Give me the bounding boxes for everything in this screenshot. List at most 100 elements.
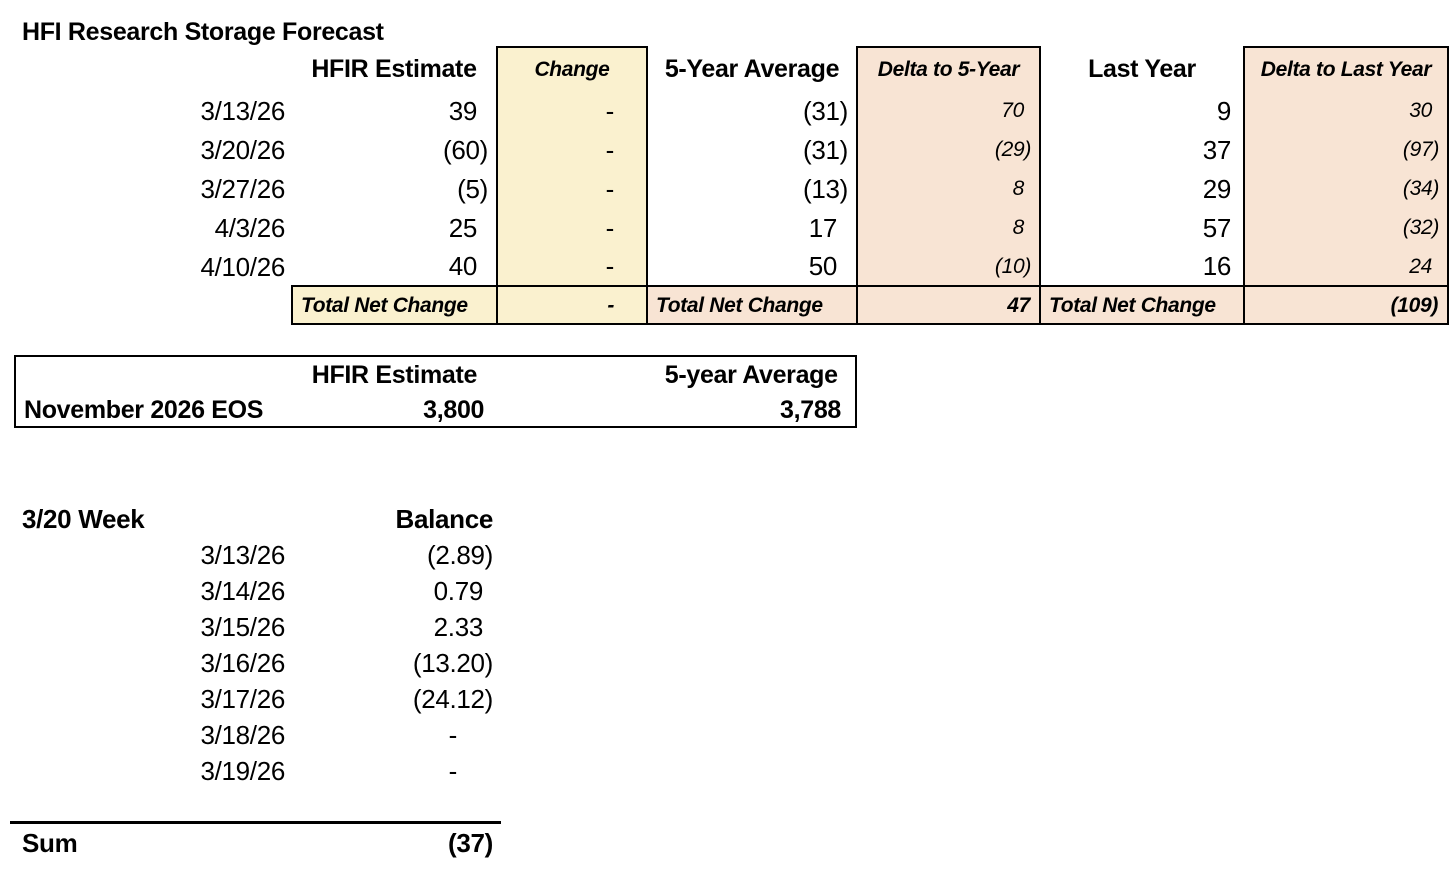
week-balance-table: 3/20 Week Balance 3/13/26 (2.89) 3/14/26… [8, 501, 501, 789]
date-cell: 3/16/26 [200, 648, 285, 678]
five-year-average-cell: (31) [803, 95, 848, 126]
col-header-last-year: Last Year [1088, 54, 1196, 83]
date-cell: 3/18/26 [200, 720, 285, 750]
spacer-cell [8, 286, 292, 324]
date-cell: 4/10/26 [200, 251, 285, 282]
change-cell: - [496, 169, 648, 208]
sum-row: Sum (37) [8, 827, 501, 859]
sum-label: Sum [22, 828, 78, 858]
col-header-hfir-estimate: HFIR Estimate [311, 54, 477, 83]
forecast-row: 3/27/26 (5) - (13) 8 29 (34) [8, 169, 1449, 208]
balance-cell: (13.20) [412, 648, 493, 678]
hfir-estimate-cell: 25 [448, 212, 478, 243]
last-year-cell: 57 [1202, 212, 1232, 243]
delta-to-last-year-cell: (32) [1243, 208, 1449, 247]
balance-cell: (2.89) [427, 540, 493, 570]
forecast-row: 4/3/26 25 - 17 8 57 (32) [8, 208, 1449, 247]
delta-to-5-year-cell: (29) [856, 130, 1041, 169]
five-year-average-cell: (31) [803, 134, 848, 165]
forecast-row: 4/10/26 40 - 50 (10) 16 24 [8, 247, 1449, 286]
change-cell: - [496, 247, 648, 286]
eos-header-5-year-average: 5-year Average [664, 361, 838, 389]
last-year-cell: 29 [1202, 173, 1232, 204]
week-row: 3/17/26 (24.12) [8, 681, 501, 717]
total-net-change-label-5-year: Total Net Change [647, 285, 857, 325]
total-net-change-value-change: - [496, 285, 648, 325]
forecast-row: 3/20/26 (60) - (31) (29) 37 (97) [8, 130, 1449, 169]
spacer-cell [497, 394, 647, 427]
last-year-cell: 9 [1216, 95, 1231, 126]
spacer-cell [15, 356, 292, 394]
spacer-cell [8, 47, 292, 91]
col-header-delta-to-5-year: Delta to 5-Year [856, 46, 1041, 91]
week-header-row: 3/20 Week Balance [8, 501, 501, 537]
eos-hfir-value: 3,800 [423, 395, 485, 424]
eos-row-label: November 2026 EOS [24, 395, 264, 424]
delta-to-5-year-cell: 70 [856, 91, 1041, 130]
col-header-5-year-average: 5-Year Average [664, 54, 840, 83]
eos-data-row: November 2026 EOS 3,800 3,788 [15, 394, 856, 427]
date-cell: 3/13/26 [200, 95, 285, 126]
spacer-cell [497, 356, 647, 394]
last-year-cell: 37 [1202, 134, 1232, 165]
sum-value: (37) [448, 828, 493, 858]
balance-cell: 0.79 [433, 576, 484, 606]
delta-to-5-year-cell: 8 [856, 169, 1041, 208]
date-cell: 4/3/26 [214, 212, 286, 243]
delta-to-5-year-cell: 8 [856, 208, 1041, 247]
balance-cell: (24.12) [412, 684, 493, 714]
total-net-change-value-last-year: (109) [1243, 285, 1449, 325]
col-header-delta-to-last-year: Delta to Last Year [1243, 46, 1449, 91]
change-cell: - [496, 208, 648, 247]
total-net-change-value-5-year: 47 [856, 285, 1041, 325]
week-row: 3/14/26 0.79 [8, 573, 501, 609]
date-cell: 3/15/26 [200, 612, 285, 642]
week-row: 3/15/26 2.33 [8, 609, 501, 645]
week-title: 3/20 Week [22, 504, 145, 534]
sum-total-row: Sum (37) [8, 827, 501, 859]
balance-header: Balance [395, 504, 494, 534]
week-row: 3/19/26 - [8, 753, 501, 789]
forecast-table: HFIR Estimate Change 5-Year Average Delt… [8, 46, 1449, 325]
col-header-change: Change [496, 46, 648, 91]
delta-to-last-year-cell: (97) [1243, 130, 1449, 169]
five-year-average-cell: (13) [803, 173, 848, 204]
hfir-estimate-cell: 39 [448, 95, 478, 126]
change-cell: - [496, 91, 648, 130]
delta-to-last-year-cell: 30 [1243, 91, 1449, 130]
delta-to-5-year-cell: (10) [856, 247, 1041, 286]
forecast-header-row: HFIR Estimate Change 5-Year Average Delt… [8, 46, 1449, 91]
week-row: 3/18/26 - [8, 717, 501, 753]
sum-divider-line [10, 821, 501, 824]
balance-cell: - [448, 720, 458, 750]
eos-header-hfir-estimate: HFIR Estimate [311, 361, 478, 389]
forecast-total-row: Total Net Change - Total Net Change 47 T… [8, 285, 1449, 325]
forecast-row: 3/13/26 39 - (31) 70 9 30 [8, 91, 1449, 130]
eos-5-year-value: 3,788 [780, 395, 841, 424]
delta-to-last-year-cell: 24 [1243, 247, 1449, 286]
week-row: 3/13/26 (2.89) [8, 537, 501, 573]
hfir-estimate-cell: (5) [457, 173, 488, 204]
balance-cell: - [448, 756, 458, 786]
five-year-average-cell: 50 [808, 251, 838, 281]
page-title: HFI Research Storage Forecast [22, 18, 384, 46]
week-row: 3/16/26 (13.20) [8, 645, 501, 681]
date-cell: 3/19/26 [200, 756, 285, 786]
date-cell: 3/17/26 [200, 684, 285, 714]
total-net-change-label-last-year: Total Net Change [1040, 285, 1244, 325]
date-cell: 3/13/26 [200, 540, 285, 570]
last-year-cell: 16 [1202, 251, 1232, 281]
eos-header-row: HFIR Estimate 5-year Average [15, 356, 856, 394]
date-cell: 3/14/26 [200, 576, 285, 606]
date-cell: 3/20/26 [200, 134, 285, 165]
date-cell: 3/27/26 [200, 173, 285, 204]
five-year-average-cell: 17 [808, 212, 838, 243]
balance-cell: 2.33 [433, 612, 484, 642]
total-net-change-label-change: Total Net Change [291, 285, 497, 325]
hfir-estimate-cell: 40 [448, 251, 478, 281]
hfir-estimate-cell: (60) [443, 134, 488, 165]
delta-to-last-year-cell: (34) [1243, 169, 1449, 208]
change-cell: - [496, 130, 648, 169]
eos-summary-table: HFIR Estimate 5-year Average November 20… [14, 355, 857, 428]
